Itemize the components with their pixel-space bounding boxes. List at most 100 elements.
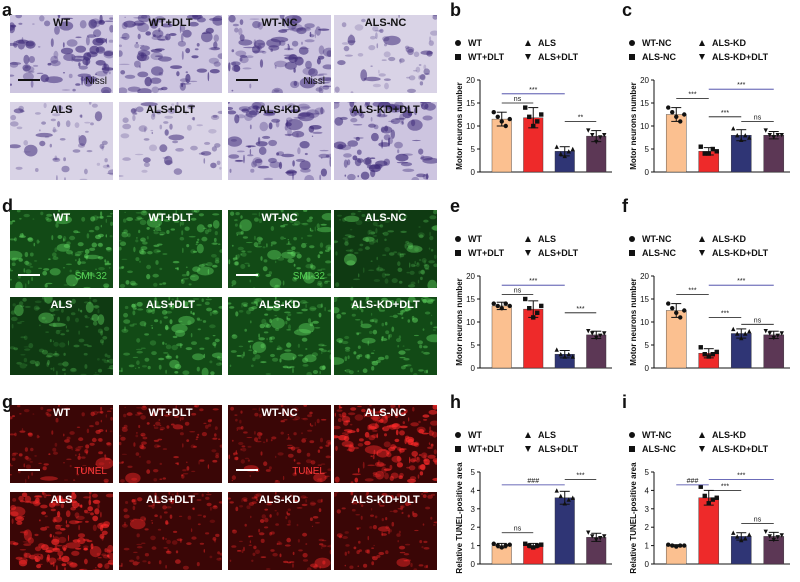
bar xyxy=(763,134,785,173)
micrograph-texture xyxy=(334,15,437,93)
data-point xyxy=(735,534,740,539)
legend-marker xyxy=(699,250,705,256)
micrograph-texture xyxy=(228,405,331,483)
y-tick-label: 15 xyxy=(466,99,475,108)
data-point xyxy=(710,146,715,152)
bar xyxy=(554,497,575,565)
data-point xyxy=(674,310,679,315)
data-point xyxy=(554,347,559,352)
y-tick-label: 5 xyxy=(471,468,476,477)
data-point xyxy=(747,135,752,140)
data-point xyxy=(586,530,591,535)
data-point xyxy=(743,536,748,541)
data-point xyxy=(507,116,512,122)
micrograph-tile: ALS-KD xyxy=(228,492,331,570)
y-tick-label: 15 xyxy=(466,295,475,304)
y-tick-label: 0 xyxy=(645,560,650,569)
legend-marker xyxy=(525,446,531,452)
micrograph-label: ALS xyxy=(50,494,73,506)
legend-marker xyxy=(525,432,531,438)
legend-marker xyxy=(699,236,705,242)
legend-label: ALS+DLT xyxy=(538,52,579,62)
scale-bar xyxy=(18,274,40,276)
legend-label: WT xyxy=(468,38,482,48)
data-point xyxy=(495,114,500,120)
legend-label: WT+DLT xyxy=(468,52,505,62)
data-point xyxy=(562,501,567,506)
micrograph-tile: WT+DLT xyxy=(119,210,222,288)
data-point xyxy=(590,133,595,138)
data-point xyxy=(702,151,707,156)
significance-label: *** xyxy=(576,306,584,313)
micrograph-label: ALS-KD+DLT xyxy=(351,494,420,506)
legend-label: ALS xyxy=(538,430,556,440)
data-point xyxy=(678,119,683,124)
legend-label: ALS-KD xyxy=(712,38,746,48)
significance-label: ns xyxy=(514,287,522,294)
panel-letter-e: e xyxy=(450,196,461,216)
y-tick-label: 10 xyxy=(640,122,649,131)
data-point xyxy=(539,112,544,117)
significance-label: ### xyxy=(527,478,539,485)
y-tick-label: 0 xyxy=(645,364,650,373)
y-tick-label: 15 xyxy=(640,295,649,304)
significance-label: ns xyxy=(514,96,522,103)
data-point xyxy=(670,306,675,311)
y-axis-label: Motor neurons number xyxy=(629,278,638,366)
data-point xyxy=(527,114,532,119)
legend-marker xyxy=(699,446,705,452)
y-tick-label: 10 xyxy=(640,318,649,327)
micrograph-label: WT xyxy=(52,212,71,224)
legend-label: WT-NC xyxy=(642,38,672,48)
y-tick-label: 20 xyxy=(640,272,649,281)
micrograph-tile: WT-NC TUNEL xyxy=(228,405,331,483)
panel-letter-b: b xyxy=(450,0,461,20)
chart-c: WT-NC ALS-KD ALS-NC ALS-KD+DLT 0 5 10 15 20Motor… xyxy=(629,38,790,177)
micrograph-texture xyxy=(119,492,222,570)
panel-letter-f: f xyxy=(622,196,628,216)
micrograph-texture xyxy=(119,102,222,180)
scale-bar xyxy=(236,274,258,276)
data-point xyxy=(706,151,711,156)
micrograph-label: ALS+DLT xyxy=(146,299,195,311)
data-point xyxy=(523,296,528,302)
legend-label: ALS-KD xyxy=(712,234,746,244)
data-point xyxy=(558,493,563,499)
data-point xyxy=(747,532,752,537)
significance-label: *** xyxy=(737,278,745,285)
data-point xyxy=(570,495,575,500)
data-point xyxy=(491,110,496,115)
significance-label: ns xyxy=(754,114,762,121)
data-point xyxy=(527,306,532,311)
micrograph-texture xyxy=(228,492,331,570)
data-point xyxy=(702,493,707,499)
data-point xyxy=(602,133,607,138)
data-point xyxy=(594,335,599,341)
data-point xyxy=(767,331,772,336)
data-point xyxy=(602,331,607,336)
micrograph-label: WT+DLT xyxy=(148,17,193,29)
data-point xyxy=(706,501,711,506)
y-tick-label: 20 xyxy=(466,76,475,85)
y-tick-label: 5 xyxy=(645,145,650,154)
panel-letter-g: g xyxy=(2,392,13,412)
data-point xyxy=(763,329,768,334)
legend-label: WT-NC xyxy=(642,430,672,440)
data-point xyxy=(779,533,784,538)
y-axis-label: Motor neurons number xyxy=(629,82,638,170)
data-point xyxy=(747,329,752,334)
data-point xyxy=(714,495,719,500)
data-point xyxy=(698,345,703,350)
legend-label: WT xyxy=(468,430,482,440)
micrograph-texture xyxy=(10,492,113,570)
legend-label: ALS xyxy=(538,38,556,48)
micrograph-texture xyxy=(334,405,437,483)
data-point xyxy=(739,335,744,341)
data-point xyxy=(499,545,504,550)
data-point xyxy=(499,306,504,311)
y-axis-label: Motor neurons number xyxy=(455,278,464,366)
micrograph-label: ALS-KD xyxy=(258,299,301,311)
y-tick-label: 10 xyxy=(466,318,475,327)
data-point xyxy=(570,146,575,152)
